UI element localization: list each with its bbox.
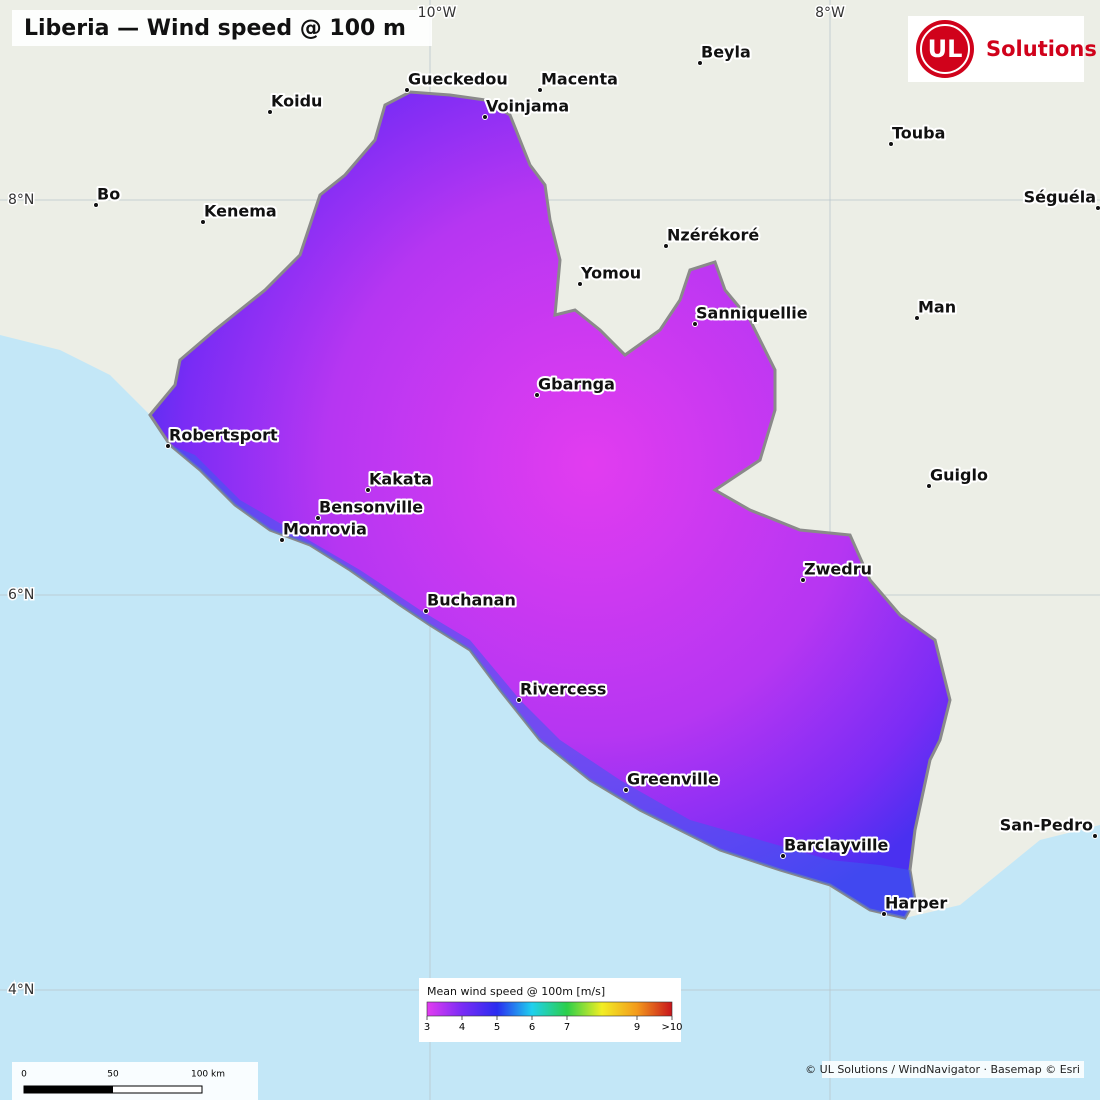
city-label: Bensonville [319, 498, 423, 517]
city-label: Rivercess [520, 680, 606, 699]
lon-label: 10°W [418, 5, 457, 21]
map-title: Liberia — Wind speed @ 100 m [24, 16, 406, 41]
city-dot [1095, 205, 1100, 211]
legend-tick-label: >10 [661, 1022, 682, 1033]
attribution-box [822, 1061, 1084, 1078]
city-dot [697, 60, 703, 66]
scale-label: 0 [21, 1070, 27, 1080]
city-label: Nzérékoré [667, 226, 759, 245]
city-label: Barclayville [784, 836, 888, 855]
title-box [12, 10, 432, 46]
city-dot [93, 202, 99, 208]
city-label: Yomou [580, 264, 641, 283]
city-label: Sanniquellie [696, 304, 808, 323]
attribution: © UL Solutions / WindNavigator · Basemap… [805, 1063, 1080, 1076]
lat-label: 8°N [8, 192, 34, 208]
city-dot [663, 243, 669, 249]
city-dot [881, 911, 887, 917]
scale-label: 100 km [191, 1070, 225, 1080]
city-label: Monrovia [283, 520, 367, 539]
city-label: Robertsport [169, 426, 278, 445]
legend-colorbar [426, 1001, 673, 1017]
city-dot [692, 321, 698, 327]
legend-tick-label: 3 [424, 1022, 430, 1033]
city-dot [423, 608, 429, 614]
legend-ticks: 3 4 5 6 7 9 >10 [424, 1016, 683, 1033]
city-dot [365, 487, 371, 493]
city-label: Beyla [701, 43, 751, 62]
coastal-wind-band [170, 445, 915, 918]
city-dot [537, 87, 543, 93]
city-label: San-Pedro [1000, 816, 1093, 835]
city-dot [200, 219, 206, 225]
city-label: Harper [885, 894, 947, 913]
city-dot [888, 141, 894, 147]
city-dot [267, 109, 273, 115]
city-dot [404, 87, 410, 93]
legend-tick-label: 5 [494, 1022, 500, 1033]
city-dot [914, 315, 920, 321]
city-dot [926, 483, 932, 489]
legend-tick-label: 4 [459, 1022, 465, 1033]
logo-mark: UL [928, 35, 963, 63]
legend-tick-label: 6 [529, 1022, 535, 1033]
city-dot [315, 515, 321, 521]
city-dot [534, 392, 540, 398]
city-label: Séguéla [1024, 188, 1096, 207]
lat-label: 6°N [8, 587, 34, 603]
city-label: Bo [97, 185, 120, 204]
city-label: Touba [892, 124, 945, 143]
city-dot [800, 577, 806, 583]
city-label: Koidu [271, 92, 322, 111]
city-label: Guiglo [930, 466, 988, 485]
city-label: Greenville [627, 770, 719, 789]
city-dot [279, 537, 285, 543]
city-dot [482, 114, 488, 120]
city-label: Man [918, 298, 956, 317]
city-dot [165, 443, 171, 449]
lon-label: 8°W [815, 5, 845, 21]
city-dot [516, 697, 522, 703]
city-dot [1092, 833, 1098, 839]
scale-label: 50 [107, 1070, 119, 1080]
logo-circle [916, 20, 974, 78]
city-layer: Gueckedou Macenta Beyla Koidu Voinjama Touba B… [93, 41, 1100, 917]
city-dot [623, 787, 629, 793]
legend-tick-label: 7 [564, 1022, 570, 1033]
scale-box [12, 1062, 258, 1100]
logo-text: Solutions [986, 37, 1097, 61]
city-label: Kakata [369, 470, 432, 489]
legend-tick-label: 9 [634, 1022, 640, 1033]
city-label: Buchanan [427, 591, 516, 610]
lat-label: 4°N [8, 982, 34, 998]
city-label: Gueckedou [408, 70, 508, 89]
city-label: Voinjama [486, 97, 569, 116]
city-label: Zwedru [804, 560, 872, 579]
logo-ring [920, 24, 970, 74]
city-label: Kenema [204, 202, 277, 221]
city-dot [577, 281, 583, 287]
city-label: Macenta [541, 70, 618, 89]
scale-bar-segment [24, 1086, 113, 1093]
city-dot [780, 853, 786, 859]
ocean [0, 335, 1100, 1100]
legend-title: Mean wind speed @ 100m [m/s] [427, 985, 605, 998]
city-label: Gbarnga [538, 375, 615, 394]
